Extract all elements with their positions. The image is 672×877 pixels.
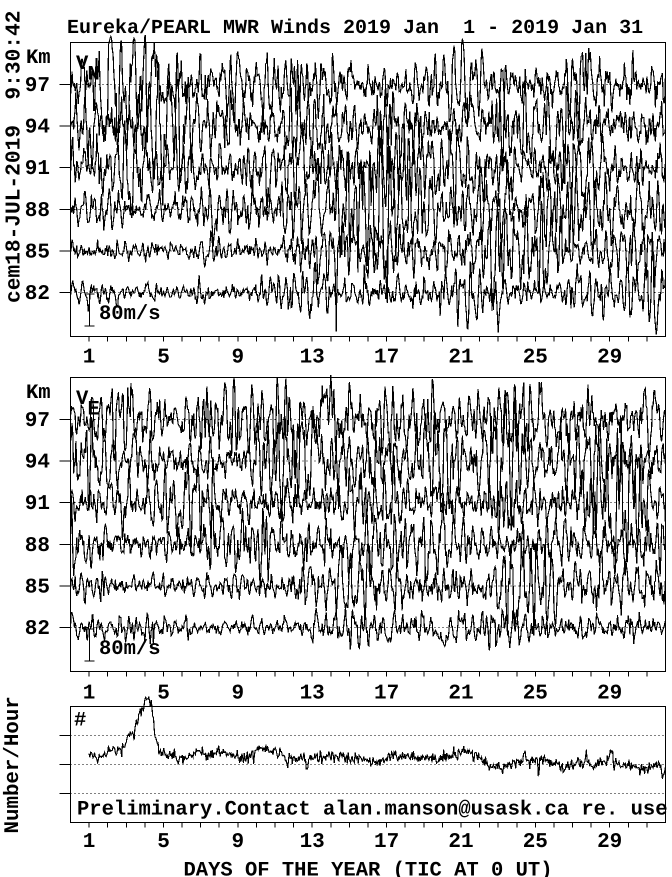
svg-text:80m/s: 80m/s [99,303,161,326]
svg-text:9: 9 [231,347,244,370]
svg-text:9: 9 [231,831,244,854]
svg-text:Eureka/PEARL MWR Winds 2019 Ja: Eureka/PEARL MWR Winds 2019 Jan 1 - 2019… [67,17,643,40]
svg-text:1: 1 [83,347,96,370]
svg-text:1: 1 [83,683,96,706]
svg-text:17: 17 [374,683,399,706]
svg-text:21: 21 [448,831,473,854]
svg-text:85: 85 [25,576,50,599]
svg-text:29: 29 [597,831,622,854]
svg-text:#: # [74,710,86,733]
svg-text:97: 97 [25,75,50,98]
svg-text:9: 9 [231,683,244,706]
svg-text:25: 25 [523,347,548,370]
svg-text:N: N [88,64,100,87]
svg-text:V: V [76,388,89,411]
svg-text:29: 29 [597,683,622,706]
svg-text:88: 88 [25,535,50,558]
svg-text:97: 97 [25,410,50,433]
svg-text:17: 17 [374,831,399,854]
svg-text:V: V [76,53,89,76]
svg-text:Km: Km [26,47,51,70]
svg-text:13: 13 [300,347,325,370]
svg-text:91: 91 [25,493,50,516]
svg-text:25: 25 [523,831,548,854]
svg-text:88: 88 [25,200,50,223]
svg-text:21: 21 [448,347,473,370]
svg-text:Km: Km [26,382,51,405]
svg-text:DAYS OF THE YEAR (TIC AT 0 UT): DAYS OF THE YEAR (TIC AT 0 UT) [183,860,552,877]
svg-text:cem18-JUL-2019 9:30:42: cem18-JUL-2019 9:30:42 [3,11,27,303]
svg-text:13: 13 [300,831,325,854]
svg-text:94: 94 [25,452,50,475]
svg-text:82: 82 [25,618,50,641]
svg-text:82: 82 [25,283,50,306]
svg-text:17: 17 [374,347,399,370]
svg-text:13: 13 [300,683,325,706]
svg-text:85: 85 [25,241,50,264]
svg-text:80m/s: 80m/s [99,638,161,661]
svg-text:29: 29 [597,347,622,370]
svg-text:1: 1 [83,831,96,854]
svg-text:Preliminary.Contact alan.manso: Preliminary.Contact alan.manson@usask.ca… [77,799,672,822]
svg-text:E: E [88,399,100,422]
svg-text:21: 21 [448,683,473,706]
svg-text:5: 5 [157,831,170,854]
svg-text:91: 91 [25,158,50,181]
svg-text:5: 5 [157,683,170,706]
svg-text:5: 5 [157,347,170,370]
svg-text:Number/Hour: Number/Hour [2,696,25,833]
svg-text:94: 94 [25,117,50,140]
svg-text:25: 25 [523,683,548,706]
